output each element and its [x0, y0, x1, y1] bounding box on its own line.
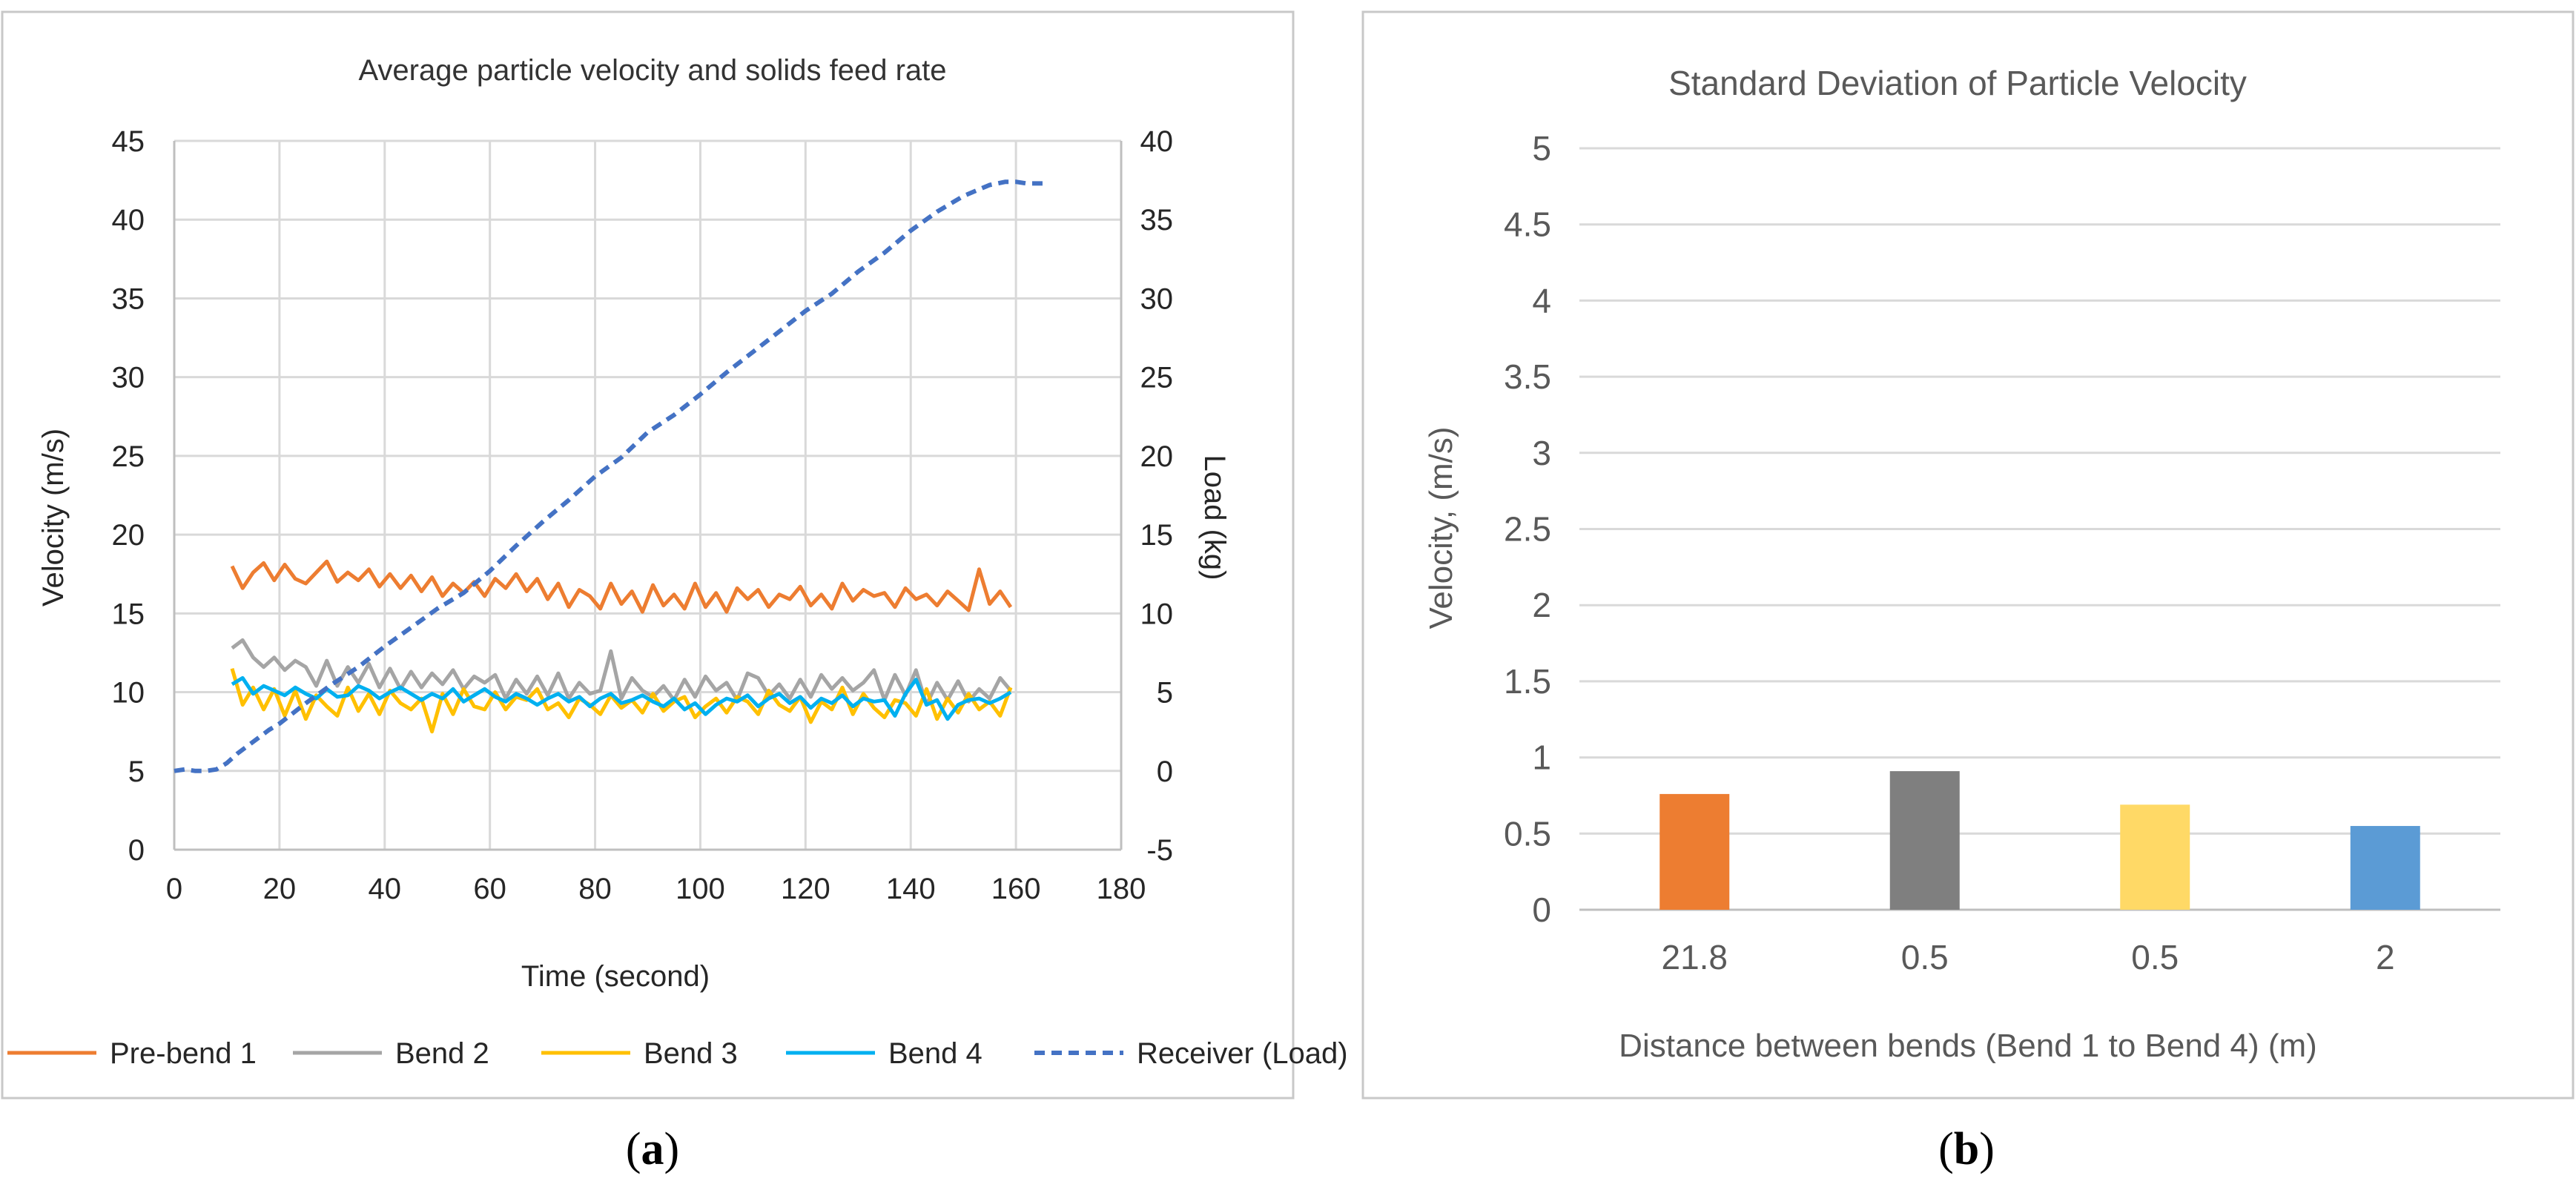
panel-label-a: (a)	[626, 1124, 679, 1174]
chart-a-x-tick-label: 60	[473, 873, 506, 905]
chart-b-bar-4	[2350, 826, 2420, 910]
chart-b-y-tick-label: 3.5	[1504, 357, 1551, 396]
chart-a-x-tick-label: 40	[369, 873, 402, 905]
chart-a-legend: Pre-bend 1 Bend 2 Bend 3 Bend 4 Receiver (Lo…	[7, 1037, 1348, 1070]
chart-b-y-tick-label: 2	[1532, 586, 1551, 624]
chart-b-y-tick-label: 4	[1532, 281, 1551, 320]
chart-b-x-tick-label: 0.5	[2131, 938, 2179, 976]
chart-a-y-tick-label: 5	[128, 756, 145, 788]
chart-b-y-tick-label: 1.5	[1504, 662, 1551, 701]
chart-b-y-tick-label: 4.5	[1504, 205, 1551, 244]
chart-b-bars	[1659, 771, 2420, 910]
chart-b-bar-2	[1889, 771, 1960, 910]
chart-a-x-tick-label: 140	[886, 873, 936, 905]
chart-a-series	[174, 179, 1048, 773]
chart-a-title: Average particle velocity and solids fee…	[358, 54, 946, 87]
chart-a-tick-labels: 0 20 40 60 80 100 120 140 160 1800510152025303540…	[112, 125, 1174, 905]
chart-a-y-axis-label: Velocity (m/s)	[37, 429, 70, 606]
chart-a-y-tick-label: 0	[128, 834, 145, 867]
chart-b-gridlines	[1579, 147, 2500, 911]
chart-a-legend-label: Bend 3	[644, 1037, 738, 1070]
chart-b-y-tick-label: 3	[1532, 434, 1551, 472]
chart-a-y-tick-label: 15	[112, 598, 145, 630]
chart-b-title: Standard Deviation of Particle Velocity	[1668, 64, 2247, 102]
chart-a-y2-tick-label: 0	[1157, 756, 1173, 788]
chart-a-y2-tick-label: 40	[1140, 125, 1174, 158]
chart-a-legend-label: Pre-bend 1	[110, 1037, 257, 1070]
chart-a-y2-tick-label: 10	[1140, 598, 1174, 630]
chart-b-x-tick-label: 2	[2376, 938, 2395, 976]
chart-a-y-tick-label: 45	[112, 125, 145, 158]
chart-a-series-line-bend-2	[231, 638, 1012, 707]
chart-a-y-tick-label: 40	[112, 204, 145, 237]
chart-a-series-line-receiver-load	[174, 179, 1048, 773]
chart-b-y-tick-label: 1	[1532, 738, 1551, 777]
chart-a-x-tick-label: 20	[263, 873, 297, 905]
chart-b-y-axis-label: Velocity, (m/s)	[1423, 426, 1459, 629]
chart-a-legend-label: Bend 2	[395, 1037, 489, 1070]
chart-a-y2-tick-label: 30	[1140, 282, 1174, 315]
chart-a-y2-tick-label: 20	[1140, 440, 1174, 473]
chart-a-frame	[1, 10, 1295, 1100]
chart-a-x-tick-label: 180	[1097, 873, 1146, 905]
chart-a-y2-axis-label: Load (kg)	[1198, 455, 1231, 581]
chart-b-y-tick-label: 5	[1532, 129, 1551, 168]
chart-a-y-tick-label: 10	[112, 677, 145, 710]
chart-b-x-tick-label: 21.8	[1661, 938, 1728, 976]
chart-b-y-tick-label: 0.5	[1504, 814, 1551, 853]
chart-b-x-axis-label: Distance between bends (Bend 1 to Bend 4…	[1619, 1028, 2317, 1064]
chart-a-y-tick-label: 30	[112, 362, 145, 394]
chart-a-series-line-pre-bend-1	[230, 559, 1013, 614]
panel-label-b: (b)	[1938, 1124, 1995, 1174]
chart-a-series-line-bend-3	[230, 668, 1013, 734]
chart-a-y2-tick-label: 25	[1140, 362, 1174, 394]
chart-a-y2-tick-label: 35	[1140, 204, 1174, 237]
chart-a-y2-tick-label: -5	[1146, 834, 1173, 867]
chart-b-y-tick-label: 2.5	[1504, 510, 1551, 549]
chart-b-bar-3	[2120, 804, 2190, 910]
chart-a-y-tick-label: 35	[112, 282, 145, 315]
chart-a-legend-label: Receiver (Load)	[1137, 1037, 1348, 1070]
chart-a-y2-tick-label: 15	[1140, 519, 1174, 552]
chart-b-bar-1	[1659, 793, 1730, 910]
chart-a-x-tick-label: 160	[991, 873, 1041, 905]
chart-a-x-axis-label: Time (second)	[521, 960, 710, 993]
chart-a-x-tick-label: 80	[578, 873, 612, 905]
chart-a-x-tick-label: 120	[781, 873, 830, 905]
chart-a-x-tick-label: 100	[676, 873, 725, 905]
chart-a-x-tick-label: 0	[166, 873, 182, 905]
chart-a-y-tick-label: 25	[112, 440, 145, 473]
chart-b-y-tick-label: 0	[1532, 890, 1551, 929]
chart-a-axes	[173, 141, 1123, 851]
chart-b-tick-labels: 0 0.5 1 1.5 2 2.5 3 3.5 4 4.5 5 21.8 0.5 0.5 2	[1504, 129, 2395, 976]
chart-a-legend-label: Bend 4	[888, 1037, 982, 1070]
chart-b-frame	[1361, 10, 2575, 1100]
chart-b-x-tick-label: 0.5	[1901, 938, 1949, 976]
chart-a-y-tick-label: 20	[112, 519, 145, 552]
chart-a-series-line-bend-4	[231, 675, 1012, 721]
chart-a-y2-tick-label: 5	[1157, 677, 1173, 710]
